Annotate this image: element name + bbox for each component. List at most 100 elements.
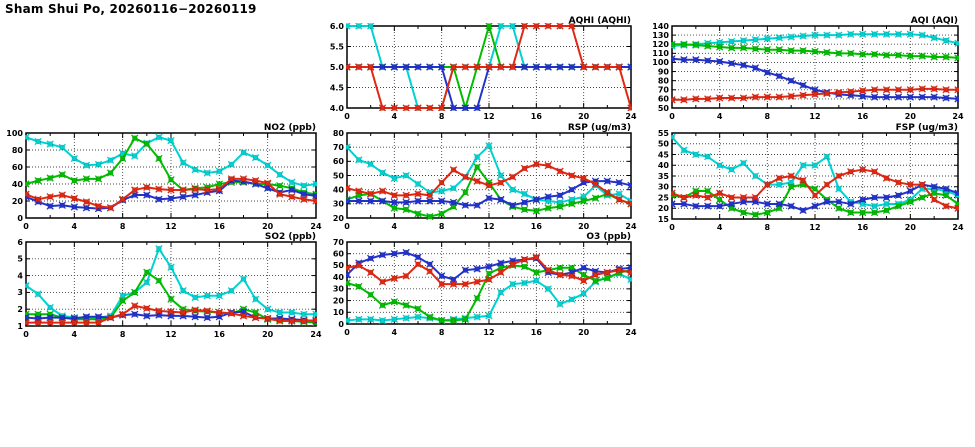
chart-no2-xtick: 16: [214, 222, 226, 231]
chart-so2-ytick: 6: [17, 238, 23, 247]
chart-fsp-xtick: 12: [809, 223, 820, 232]
chart-no2-title: NO2 (ppb): [264, 123, 316, 133]
chart-so2-xtick: 8: [120, 330, 126, 339]
chart-o3-ytick: 50: [333, 261, 345, 270]
chart-aqi-ytick: 70: [658, 86, 670, 95]
chart-rsp-series-red: [346, 160, 632, 208]
chart-fsp-xtick: 8: [765, 223, 771, 232]
chart-o3-title: O3 (ppb): [586, 232, 631, 242]
chart-so2-ytick: 2: [17, 305, 23, 314]
chart-o3: 0 10 20 30 40 50 60 70 0 4 8 12 16 20 24 O3 (ppb): [317, 228, 641, 340]
chart-aqi-xtick: 12: [809, 112, 820, 121]
chart-rsp-series-blue: [346, 177, 632, 209]
chart-so2-ytick: 5: [17, 255, 23, 264]
chart-o3-xtick: 24: [625, 328, 637, 337]
chart-no2-ytick: 20: [12, 197, 24, 206]
chart-o3-ytick: 70: [333, 238, 345, 247]
chart-so2-xtick: 20: [262, 330, 274, 339]
chart-aqhi-ytick: 5.0: [330, 63, 345, 72]
chart-aqhi-xtick: 12: [483, 112, 494, 121]
chart-no2-ytick: 40: [12, 180, 24, 189]
chart-aqhi-canvas: 4.0 4.5 5.0 5.5 6.0 0 4 8 12 16 20 24 AQHI (AQHI): [330, 16, 637, 121]
chart-rsp-xtick: 20: [578, 222, 590, 231]
chart-rsp-xtick: 0: [344, 222, 350, 231]
chart-aqi-ytick: 60: [658, 95, 670, 104]
chart-aqi-ytick: 80: [658, 76, 670, 85]
chart-rsp-ytick: 40: [333, 185, 345, 194]
chart-aqhi-title: AQHI (AQHI): [569, 16, 631, 26]
chart-aqhi-xtick: 8: [439, 112, 445, 121]
chart-o3-ytick: 10: [333, 308, 345, 317]
chart-o3-ytick: 30: [333, 285, 345, 294]
chart-so2-xtick: 12: [165, 330, 176, 339]
chart-o3-ytick: 60: [333, 250, 345, 259]
chart-no2-xtick: 12: [165, 222, 176, 231]
chart-o3-xtick: 4: [392, 328, 398, 337]
chart-fsp-ytick: 45: [658, 150, 670, 159]
chart-aqhi-ytick: 5.5: [330, 42, 345, 51]
chart-no2-xtick: 24: [310, 222, 322, 231]
chart-no2-xtick: 0: [23, 222, 29, 231]
chart-no2-ytick: 80: [12, 146, 24, 155]
chart-o3-ytick: 20: [333, 296, 345, 305]
chart-aqi-ytick: 140: [652, 22, 669, 31]
chart-aqi-xtick: 20: [905, 112, 917, 121]
chart-so2: 1 2 3 4 5 6 0 4 8 12 16 20 24 SO2 (ppb): [0, 228, 326, 342]
chart-no2: 0 20 40 60 80 100 0 4 8 12 16 20 24 NO2 (ppb): [0, 119, 326, 234]
chart-rsp-xtick: 16: [531, 222, 543, 231]
chart-so2-ytick: 1: [17, 322, 23, 331]
chart-aqi-xtick: 0: [669, 112, 675, 121]
chart-so2-xtick: 16: [214, 330, 226, 339]
chart-aqi-ytick: 50: [658, 104, 670, 113]
chart-rsp-ytick: 60: [333, 157, 345, 166]
chart-no2-ytick: 100: [6, 129, 23, 138]
chart-no2-ytick: 0: [17, 214, 23, 223]
chart-rsp-xtick: 12: [483, 222, 494, 231]
chart-aqi-ytick: 120: [652, 40, 669, 49]
chart-fsp-ytick: 55: [658, 129, 670, 138]
chart-no2-canvas: 0 20 40 60 80 100 0 4 8 12 16 20 24 NO2 (ppb): [6, 123, 322, 231]
chart-so2-xtick: 24: [310, 330, 322, 339]
chart-so2-ytick: 3: [17, 288, 23, 297]
chart-aqi-ytick: 100: [652, 58, 669, 67]
chart-aqhi-ytick: 6.0: [330, 22, 345, 31]
chart-aqi-xtick: 4: [717, 112, 723, 121]
chart-o3-ytick: 40: [333, 273, 345, 282]
chart-no2-xtick: 4: [72, 222, 78, 231]
chart-aqi-ytick: 110: [652, 49, 669, 58]
chart-rsp-canvas: 20 30 40 50 60 70 80 0 4 8 12 16 20 24 RSP (ug/m3): [333, 123, 637, 231]
chart-rsp-title: RSP (ug/m3): [568, 123, 631, 133]
chart-o3-xtick: 16: [531, 328, 543, 337]
chart-fsp-xtick: 0: [669, 223, 675, 232]
chart-no2-series-cyan: [25, 133, 317, 190]
chart-no2-xtick: 20: [262, 222, 274, 231]
chart-fsp-ytick: 40: [658, 161, 670, 170]
chart-so2-title: SO2 (ppb): [265, 232, 316, 242]
chart-fsp-ytick: 25: [658, 193, 670, 202]
chart-aqhi-series-red: [346, 23, 632, 111]
chart-fsp-xtick: 20: [905, 223, 917, 232]
chart-o3-xtick: 0: [344, 328, 350, 337]
chart-rsp-xtick: 4: [392, 222, 398, 231]
chart-no2-ytick: 60: [12, 163, 24, 172]
chart-aqi-xtick: 24: [952, 112, 964, 121]
chart-no2-series-red: [25, 175, 317, 212]
chart-no2-series-blue: [25, 176, 317, 213]
chart-aqi-title: AQI (AQI): [911, 16, 958, 26]
chart-fsp-ytick: 20: [658, 204, 670, 213]
chart-aqhi-xtick: 24: [625, 112, 637, 121]
chart-o3-xtick: 8: [439, 328, 445, 337]
chart-fsp-title: FSP (ug/m3): [896, 123, 958, 133]
chart-fsp-ytick: 50: [658, 140, 670, 149]
chart-aqi-ytick: 130: [652, 31, 669, 40]
chart-rsp-ytick: 80: [333, 129, 345, 138]
chart-rsp-xtick: 24: [625, 222, 637, 231]
chart-aqhi-xtick: 0: [344, 112, 350, 121]
chart-so2-ytick: 4: [17, 271, 23, 280]
chart-fsp-series-blue: [671, 180, 959, 215]
chart-fsp: 15 20 25 30 35 40 45 50 55 0 4 8 12 16 20 24 FSP (ug/m3): [642, 119, 968, 235]
chart-aqhi-xtick: 4: [392, 112, 398, 121]
